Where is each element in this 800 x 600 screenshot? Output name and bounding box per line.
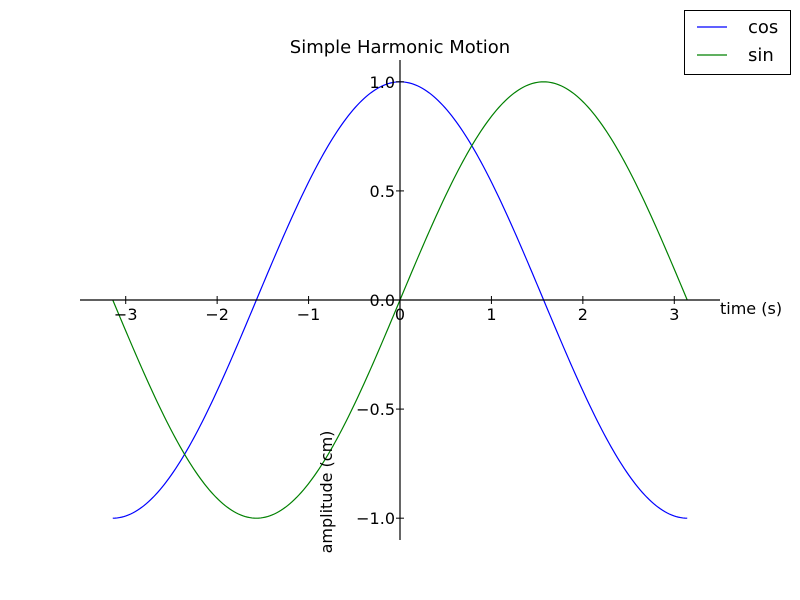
y-tick-label: −0.5 [356, 400, 395, 419]
legend-label-cos: cos [748, 17, 778, 38]
x-axis-label: time (s) [720, 299, 782, 318]
y-tick-label: 0.0 [370, 291, 395, 310]
x-tick-label: −1 [297, 305, 321, 324]
legend: cos sin [684, 10, 791, 75]
x-tick-label: 0 [395, 305, 405, 324]
y-tick-label: 1.0 [370, 73, 395, 92]
x-tick-label: −3 [114, 305, 138, 324]
y-axis-label: amplitude (cm) [317, 431, 336, 554]
chart-title: Simple Harmonic Motion [290, 37, 510, 58]
x-tick-label: −2 [205, 305, 229, 324]
x-tick-label: 1 [486, 305, 496, 324]
legend-label-sin: sin [748, 45, 774, 66]
y-tick-label: 0.5 [370, 182, 395, 201]
legend-frame [684, 10, 791, 75]
y-tick-label: −1.0 [356, 509, 395, 528]
y-axis-ticks: −1.0 −0.5 0.0 0.5 1.0 [356, 73, 404, 528]
x-tick-label: 3 [669, 305, 679, 324]
x-tick-label: 2 [578, 305, 588, 324]
